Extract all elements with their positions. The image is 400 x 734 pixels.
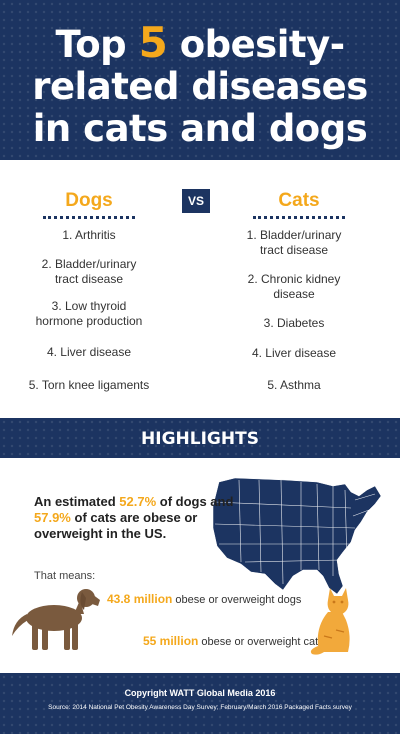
source-text: Source: 2014 National Pet Obesity Awaren…: [48, 704, 352, 711]
cat-count-text: obese or overweight cats: [201, 636, 324, 648]
title-number: 5: [138, 18, 168, 67]
stat-mid: of dogs and: [159, 494, 234, 509]
list-item: 4. Liver disease: [46, 345, 132, 359]
footer: Copyright WATT Global Media 2016 Source:…: [0, 673, 400, 734]
list-item: 5. Torn knee ligaments: [28, 378, 150, 392]
highlights-title: HIGHLIGHTS: [141, 429, 259, 449]
obesity-stat: An estimated 52.7% of dogs and 57.9% of …: [34, 494, 254, 542]
dog-count: 43.8 million: [107, 592, 173, 606]
list-item: 4. Liver disease: [251, 346, 337, 360]
copyright-text: Copyright WATT Global Media 2016: [124, 688, 276, 698]
dog-percentage: 52.7%: [119, 494, 157, 509]
dogs-heading: Dogs: [34, 190, 144, 219]
list-item: 5. Asthma: [267, 378, 321, 392]
comparison-section: Dogs VS Cats 1. Arthritis 2. Bladder/uri…: [0, 160, 400, 418]
dog-count-line: 43.8 million obese or overweight dogs: [107, 592, 301, 606]
page-title: Top 5 obesity- related diseases in cats …: [0, 22, 400, 150]
header-banner: Top 5 obesity- related diseases in cats …: [0, 0, 400, 160]
title-rest: obesity-: [179, 23, 345, 66]
title-line-3: in cats and dogs: [32, 107, 368, 150]
us-map-icon: [212, 477, 382, 595]
highlights-bar: HIGHLIGHTS: [0, 418, 400, 458]
that-means-label: That means:: [34, 570, 96, 582]
title-prefix: Top: [55, 23, 127, 66]
list-item: 1. Bladder/urinary tract disease: [246, 228, 342, 257]
cat-percentage: 57.9%: [34, 510, 71, 525]
cat-count-line: 55 million obese or overweight cats: [143, 634, 324, 648]
title-line-2: related diseases: [32, 65, 368, 108]
vs-badge: VS: [182, 189, 210, 213]
highlights-section: An estimated 52.7% of dogs and 57.9% of …: [0, 458, 400, 673]
dog-silhouette-icon: [12, 589, 100, 650]
stat-post: of cats are obese or overweight in the U…: [34, 510, 198, 541]
cats-heading: Cats: [244, 190, 354, 219]
list-item: 2. Bladder/urinary tract disease: [41, 257, 137, 286]
dog-count-text: obese or overweight dogs: [175, 594, 302, 606]
cat-count: 55 million: [143, 634, 199, 648]
stat-pre: An estimated: [34, 494, 116, 509]
list-item: 1. Arthritis: [62, 228, 116, 242]
list-item: 2. Chronic kidney disease: [247, 272, 341, 301]
list-item: 3. Diabetes: [263, 316, 325, 330]
cat-illustration-icon: [310, 588, 350, 655]
list-item: 3. Low thyroid hormone production: [35, 299, 143, 328]
